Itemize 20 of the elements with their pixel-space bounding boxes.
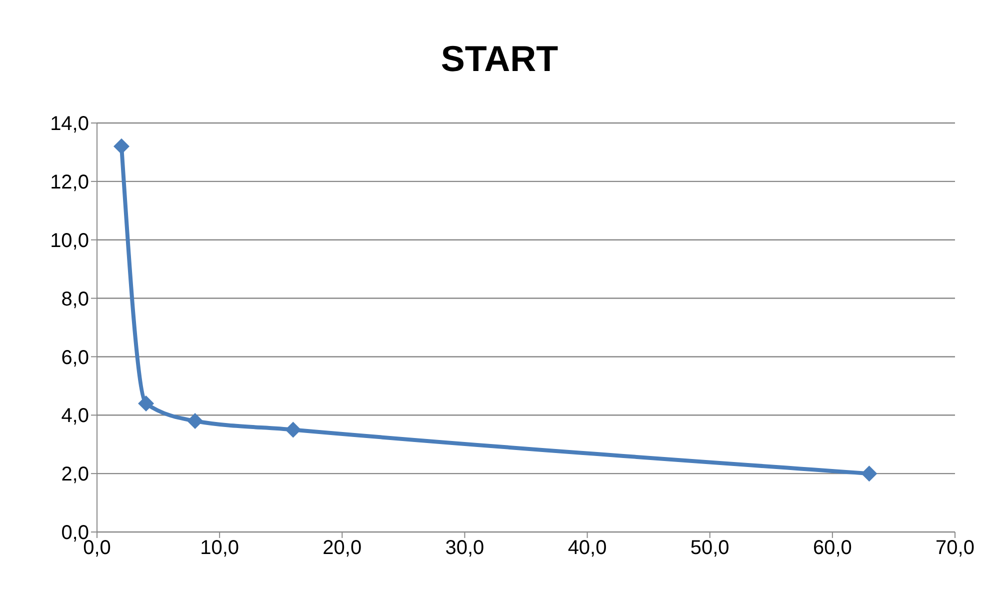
y-tick-label: 4,0 bbox=[61, 405, 89, 428]
x-tick-label: 40,0 bbox=[568, 537, 607, 560]
chart-title: START bbox=[440, 38, 560, 80]
x-tick-label: 30,0 bbox=[445, 537, 484, 560]
y-tick-label: 8,0 bbox=[61, 288, 89, 310]
x-tick-label: 10,0 bbox=[200, 537, 240, 560]
point bbox=[138, 395, 154, 412]
x-tick-label: 70,0 bbox=[936, 537, 974, 560]
point bbox=[187, 412, 204, 429]
point bbox=[114, 138, 130, 154]
y-tick-label: 10,0 bbox=[50, 230, 89, 252]
y-tick-label: 14,0 bbox=[50, 113, 89, 136]
x-tick-label: 50,0 bbox=[690, 537, 730, 560]
y-tick-label: 6,0 bbox=[61, 346, 89, 369]
y-tick-label: 12,0 bbox=[50, 172, 89, 194]
y-tick-label: 2,0 bbox=[61, 464, 89, 486]
x-tick-label: 60,0 bbox=[812, 537, 852, 560]
x-tick-label: 20,0 bbox=[322, 537, 362, 560]
point bbox=[285, 422, 302, 438]
point bbox=[861, 466, 878, 482]
